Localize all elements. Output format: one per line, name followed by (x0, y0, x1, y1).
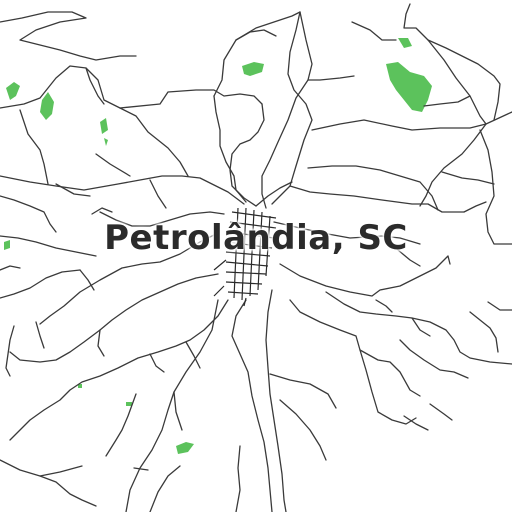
green-area (40, 92, 54, 120)
green-area (100, 118, 108, 134)
place-label: Petrolândia, SC (104, 218, 408, 258)
green-areas (4, 38, 432, 454)
green-area (176, 442, 194, 454)
green-area (242, 62, 264, 76)
town-street-grid (213, 207, 277, 307)
green-area (78, 384, 82, 388)
green-area (6, 82, 20, 100)
green-area (104, 138, 108, 146)
green-area (126, 402, 132, 406)
road-network (0, 3, 512, 512)
green-area (4, 240, 10, 250)
green-area (398, 38, 412, 48)
green-area (386, 62, 432, 112)
